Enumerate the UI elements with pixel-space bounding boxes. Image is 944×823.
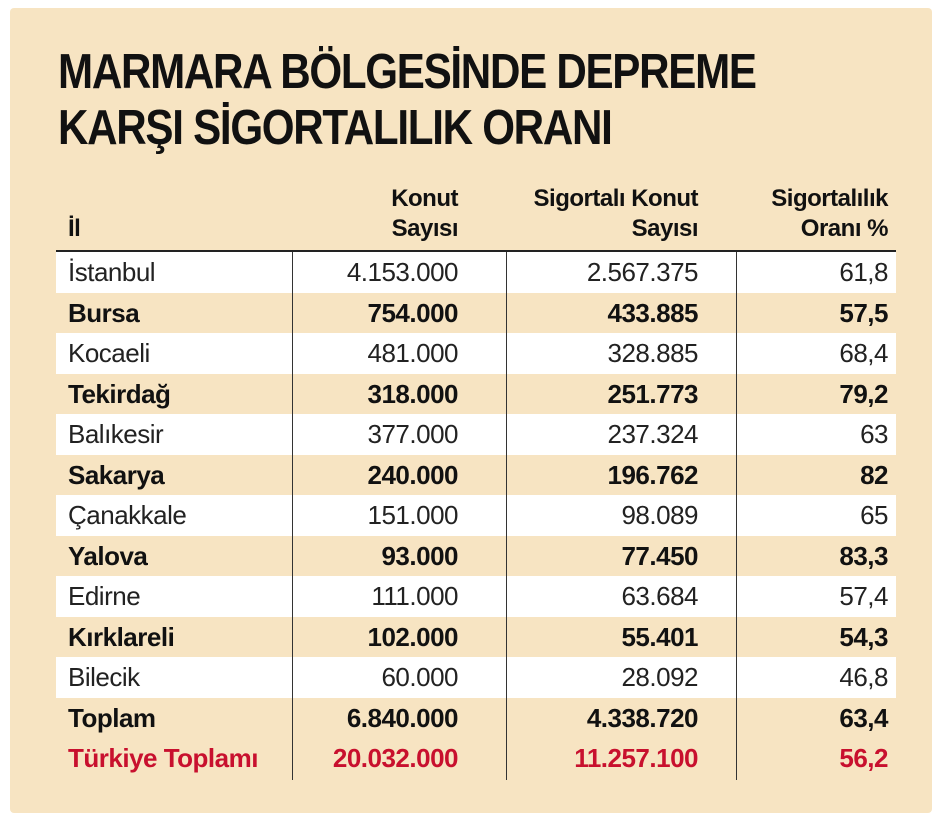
cell-sigortali-konut-sayisi: 63.684 <box>621 581 698 611</box>
table-row: Edirne 111.000 63.684 57,4 <box>56 576 896 617</box>
cell-sigortalilik-orani: 63,4 <box>839 702 888 733</box>
cell-konut-sayisi: 111.000 <box>371 581 458 611</box>
header-sigortalilik-orani: Sigortalılık Oranı % <box>771 184 888 244</box>
table-row: Türkiye Toplamı 20.032.000 11.257.100 56,2 <box>56 738 896 779</box>
cell-il: Toplam <box>68 702 156 733</box>
header-konut-line2: Sayısı <box>391 215 459 242</box>
cell-konut-sayisi: 102.000 <box>367 621 459 652</box>
cell-konut-sayisi: 754.000 <box>367 297 459 328</box>
cell-konut-sayisi: 377.000 <box>367 419 459 449</box>
header-sigortali-line2: Sayısı <box>631 215 699 242</box>
table-row: Toplam 6.840.000 4.338.720 63,4 <box>56 698 896 739</box>
cell-il: Balıkesir <box>68 419 164 449</box>
cell-sigortali-konut-sayisi: 2.567.375 <box>586 257 699 287</box>
column-divider <box>292 252 293 780</box>
cell-il: Sakarya <box>68 459 165 490</box>
table-row: Yalova 93.000 77.450 83,3 <box>56 536 896 577</box>
cell-sigortali-konut-sayisi: 237.324 <box>607 419 699 449</box>
cell-sigortalilik-orani: 63 <box>860 419 888 449</box>
header-oran-line2: Oranı % <box>800 215 889 242</box>
cell-sigortalilik-orani: 68,4 <box>839 338 888 368</box>
cell-sigortalilik-orani: 61,8 <box>839 257 888 287</box>
cell-il: Çanakkale <box>68 500 187 530</box>
cell-il: Kocaeli <box>68 338 150 368</box>
cell-sigortali-konut-sayisi: 77.450 <box>621 540 698 571</box>
cell-konut-sayisi: 60.000 <box>381 662 458 692</box>
header-konut-line1: Konut <box>391 185 458 212</box>
cell-konut-sayisi: 20.032.000 <box>332 743 459 773</box>
chart-title: MARMARA BÖLGESİNDE DEPREME KARŞI SİGORTA… <box>58 44 798 156</box>
cell-konut-sayisi: 4.153.000 <box>346 257 459 287</box>
cell-il: Bilecik <box>68 662 140 692</box>
cell-sigortalilik-orani: 83,3 <box>839 540 888 571</box>
table-body: İstanbul 4.153.000 2.567.375 61,8 Bursa 754.0… <box>56 252 896 779</box>
cell-sigortali-konut-sayisi: 55.401 <box>621 621 698 652</box>
cell-sigortali-konut-sayisi: 328.885 <box>607 338 699 368</box>
cell-il: Türkiye Toplamı <box>68 743 258 773</box>
cell-il: Edirne <box>68 581 141 611</box>
data-table: İl Konut Sayısı Sigortalı Konut Sayısı S… <box>56 170 896 780</box>
table-row: Bursa 754.000 433.885 57,5 <box>56 293 896 334</box>
cell-konut-sayisi: 318.000 <box>367 378 459 409</box>
cell-konut-sayisi: 93.000 <box>381 540 458 571</box>
table-row: Kırklareli 102.000 55.401 54,3 <box>56 617 896 658</box>
column-divider <box>506 252 507 780</box>
table-row: Tekirdağ 318.000 251.773 79,2 <box>56 374 896 415</box>
cell-il: Bursa <box>68 297 140 328</box>
cell-sigortalilik-orani: 57,4 <box>839 581 888 611</box>
header-sigortali-line1: Sigortalı Konut <box>533 185 699 212</box>
cell-sigortalilik-orani: 79,2 <box>839 378 888 409</box>
table-row: Sakarya 240.000 196.762 82 <box>56 455 896 496</box>
table-row: Balıkesir 377.000 237.324 63 <box>56 414 896 455</box>
cell-il: İstanbul <box>68 257 156 287</box>
cell-sigortali-konut-sayisi: 98.089 <box>621 500 698 530</box>
cell-sigortali-konut-sayisi: 251.773 <box>607 378 699 409</box>
header-oran-line1: Sigortalılık <box>771 185 888 212</box>
cell-sigortali-konut-sayisi: 196.762 <box>607 459 699 490</box>
cell-konut-sayisi: 151.000 <box>367 500 459 530</box>
cell-il: Yalova <box>68 540 148 571</box>
cell-sigortalilik-orani: 56,2 <box>839 743 888 773</box>
table-row: Kocaeli 481.000 328.885 68,4 <box>56 333 896 374</box>
cell-konut-sayisi: 481.000 <box>367 338 459 368</box>
cell-sigortali-konut-sayisi: 4.338.720 <box>586 702 699 733</box>
cell-sigortali-konut-sayisi: 11.257.100 <box>574 743 698 773</box>
table-row: Çanakkale 151.000 98.089 65 <box>56 495 896 536</box>
table-row: İstanbul 4.153.000 2.567.375 61,8 <box>56 252 896 293</box>
column-divider <box>736 252 737 780</box>
title-line-2: KARŞI SİGORTALILIK ORANI <box>58 101 613 155</box>
header-il-line1: İl <box>68 215 81 242</box>
title-line-1: MARMARA BÖLGESİNDE DEPREME <box>58 45 757 99</box>
cell-sigortalilik-orani: 54,3 <box>839 621 888 652</box>
cell-sigortalilik-orani: 65 <box>860 500 888 530</box>
cell-sigortali-konut-sayisi: 28.092 <box>621 662 698 692</box>
header-konut-sayisi: Konut Sayısı <box>391 184 458 244</box>
cell-il: Kırklareli <box>68 621 175 652</box>
header-sigortali-konut-sayisi: Sigortalı Konut Sayısı <box>533 184 699 244</box>
cell-sigortalilik-orani: 46,8 <box>839 662 888 692</box>
cell-il: Tekirdağ <box>68 378 171 409</box>
table-header: İl Konut Sayısı Sigortalı Konut Sayısı S… <box>56 170 896 252</box>
header-il: İl <box>68 214 81 244</box>
cell-konut-sayisi: 6.840.000 <box>346 702 459 733</box>
cell-sigortalilik-orani: 82 <box>860 459 888 490</box>
cell-sigortalilik-orani: 57,5 <box>839 297 888 328</box>
cell-sigortali-konut-sayisi: 433.885 <box>607 297 699 328</box>
cell-konut-sayisi: 240.000 <box>367 459 459 490</box>
table-row: Bilecik 60.000 28.092 46,8 <box>56 657 896 698</box>
